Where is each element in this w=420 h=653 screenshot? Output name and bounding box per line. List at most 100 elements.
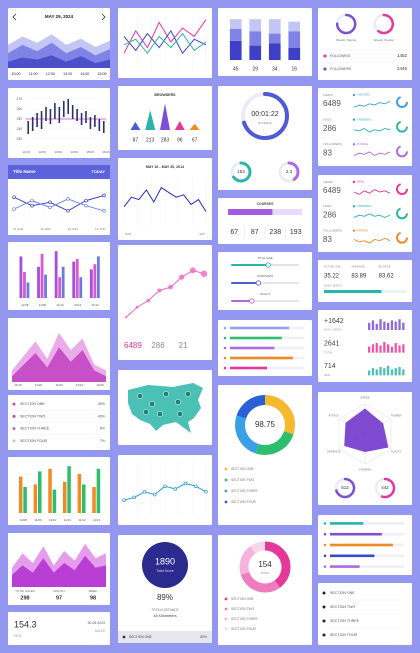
- legend-dot: [12, 414, 16, 418]
- axis-label: ATTACK: [329, 414, 340, 418]
- bar: [67, 466, 71, 513]
- bar-dot: [323, 554, 327, 558]
- legend-dot: [322, 633, 326, 637]
- legend-dot: [322, 591, 326, 595]
- change: +0.3: [14, 634, 21, 638]
- point: [132, 495, 137, 500]
- spark-bar: [371, 368, 375, 376]
- line: [123, 186, 207, 212]
- item-label: SECTION THREE: [20, 427, 50, 431]
- card-stats: VIEWS 6489 REAL LIKES 286 TRENDING FOLLOWERS 83…: [318, 175, 412, 252]
- spark-bar: [394, 368, 397, 376]
- point: [173, 487, 177, 491]
- legend-label: SECTION TWO: [231, 478, 255, 482]
- slider-knob: [255, 280, 262, 286]
- card-note: 154.3 +0.3 30.05.2024 SALES: [8, 612, 110, 645]
- x-tick-label: 16:00: [102, 150, 110, 154]
- header-date: TODAY: [91, 169, 105, 174]
- row-value: 1452: [397, 53, 408, 58]
- tag-dot: [352, 118, 356, 121]
- bar: [330, 554, 375, 558]
- bar: [330, 522, 364, 525]
- tag-dot: [352, 180, 356, 184]
- spark-bar: [390, 369, 394, 376]
- x-tick-label: 12/20: [96, 383, 104, 387]
- bar: [19, 256, 23, 298]
- point: [30, 203, 34, 208]
- point: [48, 205, 52, 210]
- bar: [23, 272, 26, 298]
- center-value: 154: [258, 560, 272, 569]
- card-background: [218, 252, 312, 310]
- value-label: 67: [192, 137, 198, 143]
- legend-dot: [224, 607, 228, 611]
- value-label: 213: [146, 137, 155, 143]
- spark-value: +1642: [324, 318, 344, 325]
- legend-label: SECTION FOUR: [231, 627, 257, 631]
- item-value: 40%: [98, 414, 106, 418]
- x-tick-label: 11/08: [20, 518, 28, 522]
- x-tick-label: 10:00: [12, 72, 21, 76]
- x-tick-label: SUN: [125, 232, 131, 236]
- bar-label: DAILY VISITS: [324, 284, 342, 288]
- distance-value: 48 Kilometers: [153, 614, 176, 618]
- bar: [38, 471, 42, 513]
- spark-label: DAILY VIEWS: [324, 328, 342, 332]
- stat-value: 6489: [323, 186, 341, 195]
- ring-label: Weekly Startup: [336, 38, 357, 42]
- card-area: 11/10 11/20 11/30 12/10 12/20: [8, 318, 110, 390]
- legend-dot: [12, 427, 16, 431]
- sparkline: [353, 127, 391, 133]
- legend-dot: [12, 439, 16, 443]
- card-lines: MAY 16 - MAY 30, 2014 SUN SAT: [118, 158, 212, 240]
- spark-bar: [390, 320, 394, 330]
- spark-bar: [379, 345, 382, 353]
- axis-label: AGILITY: [391, 450, 402, 454]
- card-background: [318, 88, 412, 166]
- row-label: FOLLOWERS: [330, 67, 352, 71]
- card-background: [118, 245, 212, 360]
- ring: [335, 13, 357, 35]
- stat-value: 286: [323, 210, 337, 219]
- map-dot: [149, 401, 155, 407]
- donut-segment: [235, 395, 295, 455]
- bar: [72, 261, 76, 298]
- bar: [75, 259, 79, 298]
- bar: [96, 468, 101, 513]
- legend-dot: [224, 467, 228, 471]
- radar-area: [344, 408, 389, 452]
- bar-dot: [323, 565, 327, 568]
- point: [124, 316, 128, 319]
- spark-bar: [387, 322, 390, 330]
- card-title: MAY 29, 2024: [45, 14, 74, 19]
- mini-ring: [374, 477, 396, 499]
- spark-bar: [402, 322, 405, 330]
- spark-bar: [368, 370, 371, 376]
- sub-label: SALES: [95, 629, 105, 633]
- legend-dot: [224, 500, 228, 504]
- point: [183, 481, 188, 486]
- tag-dot: [352, 93, 356, 97]
- bar-segment: [249, 19, 262, 32]
- row-dot: [323, 54, 327, 58]
- card-map: [118, 370, 212, 445]
- card-lines: [118, 8, 212, 78]
- bar-segment: [268, 19, 281, 34]
- sparkline: [353, 100, 391, 108]
- point: [200, 270, 208, 278]
- triangle: [174, 121, 185, 130]
- number-label: BOUNCE: [379, 265, 391, 269]
- spark-bar: [375, 343, 378, 353]
- x-tick-label: 11/30: [55, 383, 63, 387]
- item-label: SECTION ONE: [20, 402, 45, 406]
- bar: [23, 487, 27, 513]
- card-stack: 45 29 34 16: [218, 8, 312, 76]
- spark-bar: [368, 322, 371, 330]
- bar-dot: [223, 346, 227, 350]
- x-tick-label: 11:00: [29, 72, 38, 76]
- course-count: 67: [230, 229, 238, 236]
- bar-label: 34: [272, 66, 278, 72]
- header-title: MAY 16 - MAY 30, 2014: [146, 165, 184, 169]
- bar-label: 29: [252, 66, 258, 72]
- card-scatter: 6489 286 21: [118, 245, 212, 360]
